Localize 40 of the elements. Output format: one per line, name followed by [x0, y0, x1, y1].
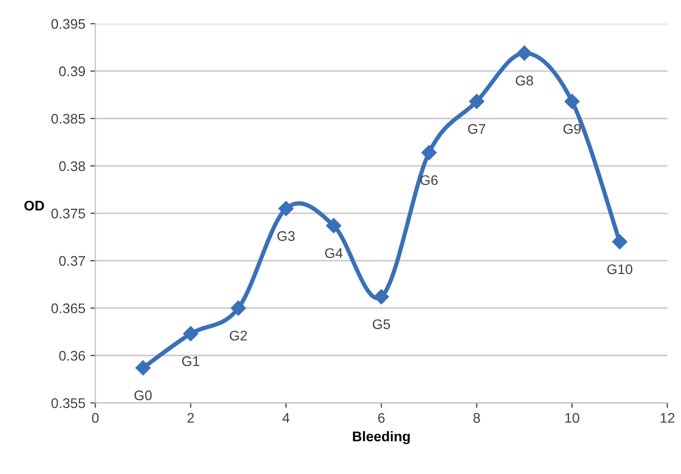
annotation: G0	[134, 390, 152, 400]
point	[326, 218, 342, 234]
x-tick-label: 2	[188, 412, 194, 423]
x-tick-label: 4	[282, 413, 290, 423]
annotation: G9	[563, 124, 581, 134]
point	[183, 326, 198, 342]
point	[469, 94, 484, 110]
y-tick-label: 0.36	[59, 350, 86, 361]
y-tick-label: 0.355	[51, 398, 86, 408]
x-tick-label: 6	[378, 412, 385, 423]
point	[278, 200, 294, 216]
x-tick-label: 0	[92, 412, 99, 423]
annotation: G6	[420, 175, 438, 186]
point	[612, 234, 628, 250]
point	[516, 46, 532, 61]
annotation: G7	[468, 124, 486, 134]
x-tick-label: 12	[660, 412, 674, 423]
x-axis-title: Bleeding	[352, 431, 410, 444]
x-tick-label: 8	[473, 412, 480, 423]
y-tick-label: 0.37	[59, 256, 85, 266]
point	[135, 360, 151, 376]
y-axis-title: OD	[24, 200, 44, 211]
point	[374, 289, 389, 304]
y-tick-label: 0.385	[51, 114, 86, 124]
y-tick-label: 0.38	[59, 161, 86, 172]
annotation: G3	[277, 231, 295, 241]
point	[421, 145, 437, 160]
x-tick-label: 10	[565, 412, 580, 423]
point	[564, 94, 580, 110]
annotation: G2	[230, 330, 247, 341]
y-tick-label: 0.375	[51, 208, 86, 218]
y-tick-label: 0.39	[59, 66, 85, 76]
annotation: G5	[372, 319, 390, 330]
y-tick-label: 0.365	[51, 303, 86, 314]
annotation: G4	[325, 248, 343, 258]
annotation: G8	[516, 76, 534, 86]
annotation: G1	[182, 356, 200, 366]
annotation: G10	[607, 264, 632, 274]
point	[230, 300, 246, 316]
y-tick-label: 0.395	[51, 19, 86, 29]
